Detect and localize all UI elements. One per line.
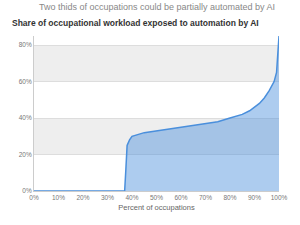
svg-text:30%: 30% [101,194,114,201]
svg-text:60%: 60% [174,194,187,201]
svg-text:Share of occupational workload: Share of occupational workload exposed t… [12,18,259,28]
svg-text:0%: 0% [22,187,32,194]
svg-text:0%: 0% [29,194,39,201]
svg-text:100%: 100% [271,194,288,201]
svg-text:Percent of occupations: Percent of occupations [118,203,195,212]
svg-text:90%: 90% [248,194,261,201]
svg-text:80%: 80% [19,41,32,48]
svg-text:40%: 40% [125,194,138,201]
svg-text:60%: 60% [19,78,32,85]
svg-text:10%: 10% [52,194,65,201]
svg-text:40%: 40% [19,114,32,121]
svg-text:70%: 70% [199,194,212,201]
svg-text:Two thids of occupations could: Two thids of occupations could be partia… [39,2,275,12]
svg-text:50%: 50% [150,194,163,201]
svg-text:20%: 20% [19,151,32,158]
svg-text:80%: 80% [223,194,236,201]
svg-text:20%: 20% [76,194,89,201]
